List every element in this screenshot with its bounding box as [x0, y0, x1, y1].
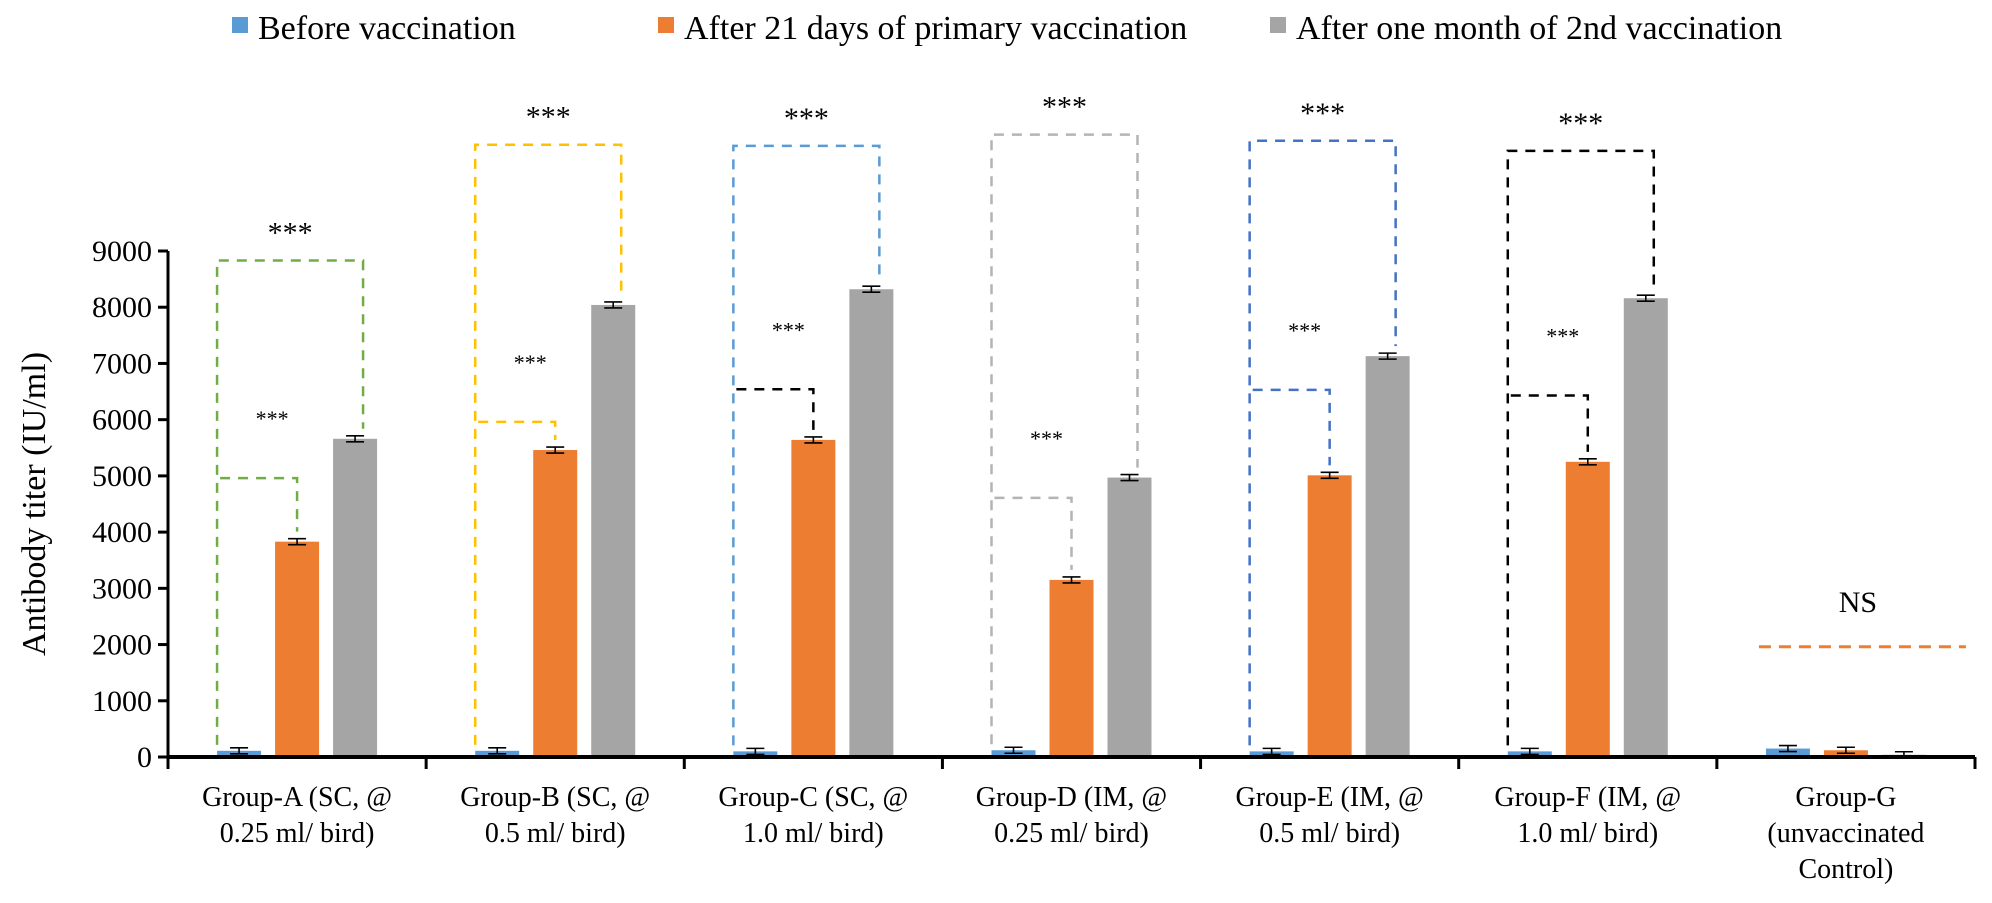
bracket-outer-group-4: [990, 133, 1139, 745]
bracket-outer-group-1: [215, 259, 365, 745]
bracket-outer-group-3: [732, 144, 881, 746]
bracket-inner-group-5: [1252, 388, 1331, 466]
bar-2-group-5: [1307, 475, 1352, 757]
legend-label-2: After 21 days of primary vaccination: [684, 10, 1187, 47]
y-tick-label: 6000: [92, 404, 152, 437]
significance-inner-group-6: ***: [1546, 323, 1579, 348]
y-tick-label: 2000: [92, 629, 152, 662]
bracket-inner-group-6: [1510, 394, 1590, 452]
category-label-group-2: Group-B (SC, @: [460, 782, 650, 813]
y-tick-label: 3000: [92, 572, 152, 605]
significance-outer-group-6: ***: [1558, 107, 1603, 140]
bracket-outer-group-6: [1506, 149, 1656, 746]
category-label-group-1: Group-A (SC, @: [202, 782, 392, 813]
y-tick-label: 5000: [92, 460, 152, 493]
significance-control-ns: NS: [1839, 586, 1877, 619]
legend-swatch-3: [1270, 17, 1286, 33]
significance-outer-group-5: ***: [1300, 97, 1345, 130]
y-tick-label: 8000: [92, 291, 152, 324]
significance-inner-group-3: ***: [772, 317, 805, 342]
significance-outer-group-1: ***: [268, 217, 313, 250]
bar-3-group-6: [1623, 298, 1668, 757]
significance-inner-group-2: ***: [514, 350, 547, 375]
bar-2-group-3: [791, 439, 836, 757]
category-label-group-5: 0.5 ml/ bird): [1259, 818, 1400, 849]
significance-outer-group-2: ***: [526, 101, 571, 134]
bracket-inner-group-3: [736, 388, 815, 430]
y-tick-label: 1000: [92, 685, 152, 718]
category-label-group-5: Group-E (IM, @: [1235, 782, 1423, 813]
bracket-inner-group-2: [478, 420, 557, 441]
category-label-group-6: Group-F (IM, @: [1494, 782, 1681, 813]
category-label-group-6: 1.0 ml/ bird): [1517, 818, 1658, 849]
bar-1-group-7: [1765, 748, 1810, 757]
category-label-group-7: (unvaccinated: [1767, 818, 1924, 849]
category-label-group-3: Group-C (SC, @: [718, 782, 908, 813]
bar-3-group-4: [1107, 477, 1152, 757]
y-tick-label: 7000: [92, 347, 152, 380]
legend-swatch-2: [658, 17, 674, 33]
legend-label-1: Before vaccination: [258, 10, 516, 47]
bracket-outer-group-2: [473, 143, 623, 745]
bracket-outer-group-5: [1248, 139, 1397, 746]
y-tick-label: 9000: [92, 235, 152, 268]
significance-inner-group-5: ***: [1288, 318, 1321, 343]
category-label-group-7: Control): [1798, 854, 1893, 885]
significance-outer-group-3: ***: [784, 102, 829, 135]
bar-2-group-6: [1565, 461, 1610, 757]
category-label-group-7: Group-G: [1795, 782, 1896, 813]
bar-2-group-1: [275, 541, 320, 757]
bracket-inner-group-1: [220, 476, 299, 532]
significance-outer-group-4: ***: [1042, 91, 1087, 124]
y-axis-label: Antibody titer (IU/ml): [16, 352, 53, 656]
y-tick-label: 0: [137, 741, 152, 774]
bracket-inner-group-4: [994, 496, 1073, 570]
bar-3-group-5: [1365, 356, 1410, 757]
category-label-group-3: 1.0 ml/ bird): [743, 818, 884, 849]
y-tick-label: 4000: [92, 516, 152, 549]
bar-3-group-3: [849, 289, 894, 757]
bar-2-group-4: [1049, 579, 1094, 757]
bar-3-group-1: [333, 438, 378, 757]
significance-inner-group-4: ***: [1030, 426, 1063, 451]
category-label-group-1: 0.25 ml/ bird): [220, 818, 375, 849]
legend-swatch-1: [232, 17, 248, 33]
category-label-group-4: 0.25 ml/ bird): [994, 818, 1149, 849]
legend-label-3: After one month of 2nd vaccination: [1296, 10, 1782, 47]
category-label-group-4: Group-D (IM, @: [976, 782, 1167, 813]
significance-inner-group-1: ***: [256, 406, 289, 431]
category-label-group-2: 0.5 ml/ bird): [485, 818, 626, 849]
bar-2-group-2: [533, 450, 578, 757]
bar-3-group-2: [591, 304, 636, 757]
